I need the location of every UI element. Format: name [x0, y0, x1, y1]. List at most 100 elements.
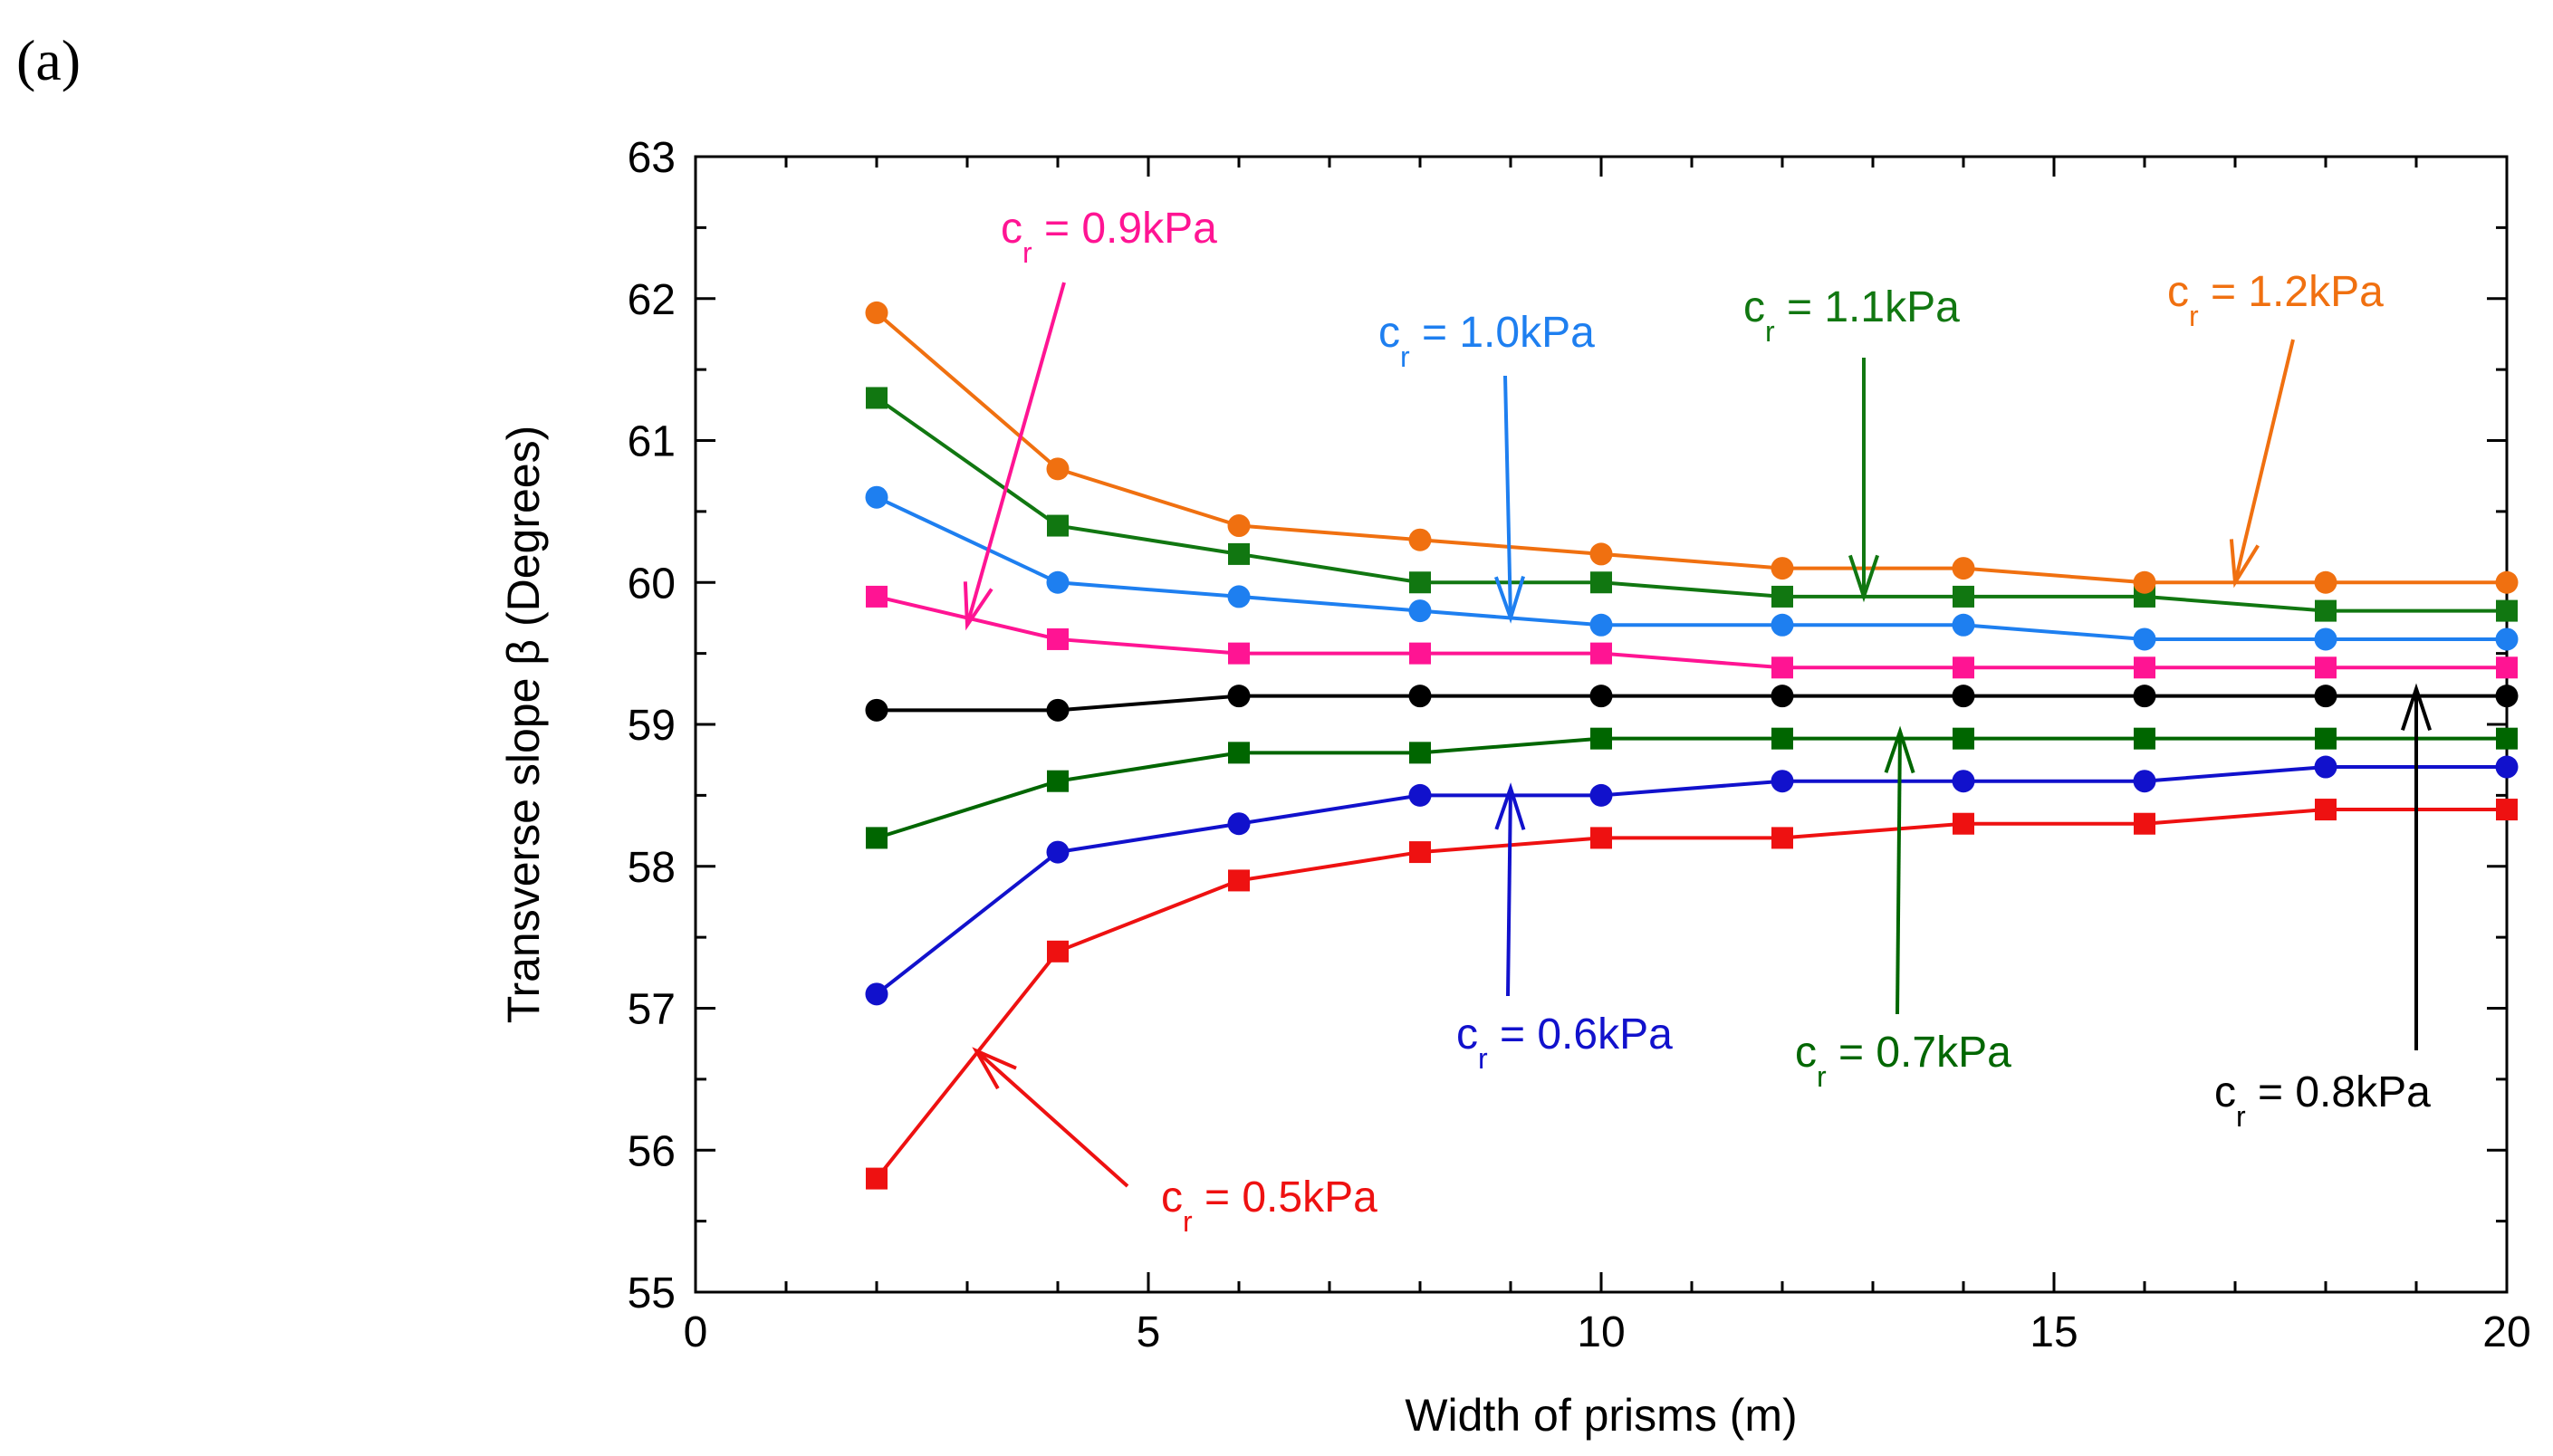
data-point: [1408, 599, 1432, 623]
data-point: [1771, 656, 1793, 679]
annotation-arrow: [1503, 375, 1512, 618]
data-point: [1047, 770, 1069, 792]
data-point: [1953, 585, 1974, 608]
data-point: [2315, 727, 2337, 750]
data-point: [1227, 812, 1251, 836]
data-point: [1590, 827, 1612, 849]
annotation-arrowhead: [2229, 539, 2260, 589]
data-point: [2496, 656, 2518, 679]
annotation-label: cr = 0.8kPa: [2214, 1068, 2431, 1133]
data-point: [2496, 799, 2518, 821]
x-tick-label: 10: [1577, 1308, 1625, 1356]
annotation-0.6kPa: cr = 0.6kPa: [1456, 782, 1673, 1075]
annotation-1.1kPa: cr = 1.1kPa: [1743, 283, 1960, 603]
data-point: [865, 301, 888, 324]
data-point: [1771, 770, 1794, 793]
x-tick-label: 0: [684, 1308, 708, 1356]
x-tick-label: 20: [2482, 1308, 2530, 1356]
data-point: [2495, 685, 2519, 708]
data-point: [866, 387, 888, 409]
data-point: [1047, 514, 1069, 537]
data-point: [1046, 570, 1070, 594]
panel-label: (a): [16, 28, 82, 92]
y-tick-label: 61: [628, 418, 676, 466]
data-point: [1953, 656, 1974, 679]
annotation-0.9kPa: cr = 0.9kPa: [963, 205, 1217, 631]
annotation-label: cr = 1.2kPa: [2167, 268, 2384, 332]
data-point: [2133, 770, 2156, 793]
annotation-1.2kPa: cr = 1.2kPa: [2167, 268, 2384, 589]
data-point: [1589, 685, 1613, 708]
data-point: [1227, 514, 1251, 538]
data-point: [1408, 783, 1432, 807]
data-point: [1408, 528, 1432, 551]
data-point: [865, 698, 888, 722]
data-point: [2133, 685, 2156, 708]
series-layer: [865, 301, 2519, 1190]
annotation-label: cr = 0.5kPa: [1161, 1173, 1377, 1238]
data-point: [1047, 627, 1069, 650]
series-0.6kPa: [865, 755, 2519, 1006]
data-point: [1589, 783, 1613, 807]
series-line: [877, 694, 2507, 713]
data-point: [1046, 840, 1070, 864]
data-point: [2314, 755, 2337, 779]
data-point: [1046, 698, 1070, 722]
data-point: [1771, 827, 1793, 849]
series-line: [875, 808, 2507, 1180]
data-point: [1952, 613, 1975, 637]
annotation-label: cr = 0.6kPa: [1456, 1011, 1673, 1075]
y-tick-label: 62: [628, 276, 676, 324]
data-point: [2496, 599, 2518, 622]
data-point: [1771, 613, 1794, 637]
annotation-layer: cr = 0.5kPa cr = 0.6kPa cr = 0.7kPa cr = 0.…: [963, 205, 2432, 1238]
annotation-arrowhead: [1494, 782, 1526, 830]
data-point: [1228, 869, 1250, 892]
series-line: [875, 765, 2507, 996]
series-line: [876, 495, 2507, 641]
x-axis-label: Width of prisms (m): [1405, 1390, 1797, 1441]
plot-frame: [694, 155, 2509, 1294]
y-tick-label: 60: [628, 560, 676, 608]
series-0.7kPa: [866, 727, 2518, 849]
annotation-label: cr = 0.9kPa: [1001, 205, 1217, 269]
data-point: [1953, 812, 1974, 835]
data-point: [1590, 727, 1612, 750]
data-point: [1771, 557, 1794, 580]
data-point: [1409, 841, 1431, 864]
series-line: [875, 311, 2507, 585]
axis-ticks: [694, 155, 2509, 1294]
data-point: [866, 827, 888, 849]
series-line: [876, 594, 2507, 670]
series-0.9kPa: [866, 585, 2518, 679]
annotation-arrowhead: [2401, 683, 2432, 732]
annotation-arrowhead: [1848, 554, 1879, 603]
y-tick-label: 59: [628, 702, 676, 750]
data-point: [866, 585, 888, 608]
data-point: [2315, 599, 2337, 622]
data-point: [1589, 542, 1613, 566]
annotation-arrowhead: [1493, 575, 1525, 624]
data-point: [1771, 685, 1794, 708]
y-tick-label: 58: [628, 844, 676, 892]
tick-labels: 0 5 10 15 20 55 56 57 58 59 60 61 62 63: [628, 134, 2531, 1356]
data-point: [1771, 727, 1793, 750]
data-point: [2315, 799, 2337, 821]
y-tick-label: 55: [628, 1269, 676, 1317]
series-line: [875, 396, 2507, 613]
data-point: [2314, 685, 2337, 708]
y-tick-label: 56: [628, 1127, 676, 1175]
data-point: [1952, 770, 1975, 793]
data-point: [2134, 812, 2155, 835]
data-point: [1228, 642, 1250, 665]
data-point: [2314, 570, 2337, 594]
annotation-1.0kPa: cr = 1.0kPa: [1378, 309, 1595, 624]
data-point: [2315, 656, 2337, 679]
data-point: [865, 982, 888, 1006]
data-point: [1409, 742, 1431, 764]
annotation-label: cr = 1.1kPa: [1743, 283, 1960, 348]
annotation-arrowhead: [1884, 725, 1915, 774]
data-point: [2134, 727, 2155, 750]
data-point: [1590, 642, 1612, 665]
annotation-arrow: [974, 1049, 1129, 1188]
